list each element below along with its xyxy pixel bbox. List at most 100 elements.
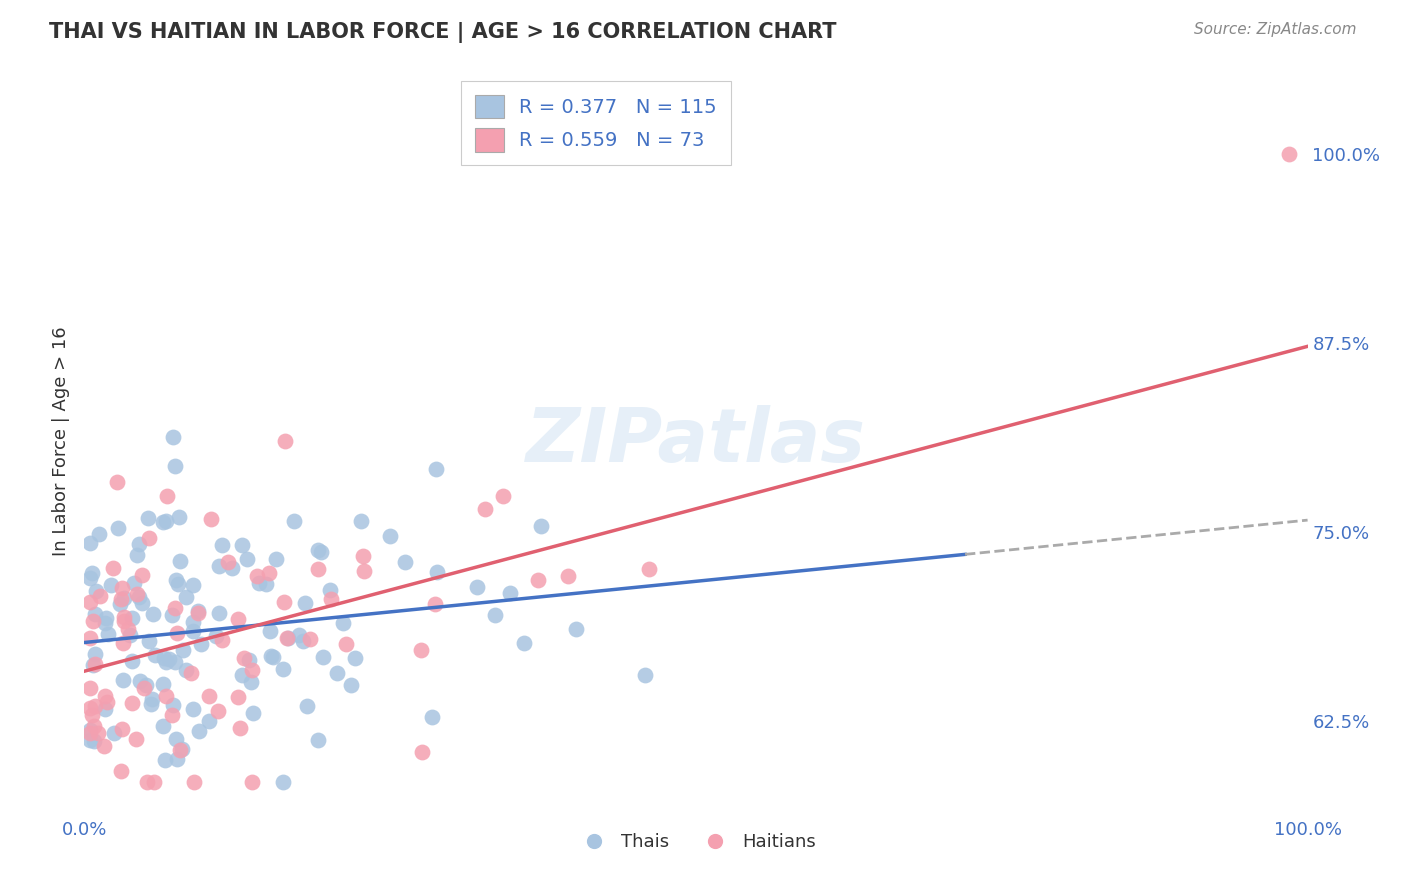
Point bbox=[82, 707, 104, 722]
Point bbox=[254, 577, 277, 591]
Point bbox=[1278, 147, 1301, 161]
Point bbox=[298, 632, 321, 646]
Point bbox=[187, 604, 209, 618]
Point bbox=[238, 653, 260, 667]
Point bbox=[97, 627, 120, 641]
Point bbox=[394, 555, 416, 569]
Point bbox=[79, 723, 101, 737]
Point bbox=[633, 667, 655, 681]
Point bbox=[235, 552, 257, 566]
Point bbox=[513, 636, 536, 650]
Point bbox=[474, 501, 496, 516]
Point bbox=[84, 699, 107, 714]
Point bbox=[83, 719, 105, 733]
Point bbox=[143, 774, 166, 789]
Point bbox=[274, 434, 297, 449]
Point bbox=[180, 666, 202, 681]
Point bbox=[155, 689, 177, 703]
Point bbox=[295, 698, 318, 713]
Point bbox=[162, 708, 184, 723]
Point bbox=[527, 573, 550, 587]
Point bbox=[79, 536, 101, 550]
Y-axis label: In Labor Force | Age > 16: In Labor Force | Age > 16 bbox=[52, 326, 70, 557]
Point bbox=[332, 615, 354, 630]
Point bbox=[138, 633, 160, 648]
Point bbox=[283, 514, 305, 528]
Point bbox=[141, 692, 163, 706]
Point bbox=[226, 690, 249, 704]
Point bbox=[122, 575, 145, 590]
Text: Source: ZipAtlas.com: Source: ZipAtlas.com bbox=[1194, 22, 1357, 37]
Point bbox=[294, 596, 316, 610]
Point bbox=[94, 615, 117, 630]
Point bbox=[638, 562, 661, 576]
Point bbox=[198, 714, 221, 728]
Point bbox=[211, 632, 233, 647]
Point bbox=[262, 650, 284, 665]
Point bbox=[259, 624, 281, 639]
Point bbox=[307, 562, 329, 576]
Point bbox=[128, 674, 150, 689]
Point bbox=[162, 698, 184, 712]
Point bbox=[112, 591, 135, 606]
Point bbox=[93, 739, 115, 753]
Point bbox=[217, 555, 239, 569]
Point bbox=[143, 648, 166, 662]
Point bbox=[200, 512, 222, 526]
Point bbox=[187, 607, 209, 621]
Point bbox=[288, 628, 311, 642]
Point bbox=[211, 538, 233, 552]
Point bbox=[426, 566, 449, 580]
Point bbox=[125, 731, 148, 746]
Point bbox=[82, 566, 104, 580]
Point bbox=[79, 701, 101, 715]
Point bbox=[153, 651, 176, 665]
Point bbox=[557, 569, 579, 583]
Point bbox=[240, 675, 263, 690]
Point bbox=[96, 695, 118, 709]
Point bbox=[125, 548, 148, 562]
Point bbox=[112, 614, 135, 628]
Point bbox=[257, 566, 280, 580]
Point bbox=[83, 733, 105, 747]
Point bbox=[152, 516, 174, 530]
Point bbox=[132, 681, 155, 696]
Point bbox=[94, 610, 117, 624]
Point bbox=[155, 514, 177, 528]
Point bbox=[326, 666, 349, 681]
Point bbox=[103, 726, 125, 740]
Point bbox=[343, 651, 366, 665]
Point bbox=[181, 578, 204, 592]
Point bbox=[152, 719, 174, 733]
Point bbox=[111, 582, 134, 596]
Point bbox=[84, 583, 107, 598]
Point bbox=[242, 706, 264, 720]
Point bbox=[82, 658, 104, 673]
Point bbox=[271, 774, 294, 789]
Point bbox=[110, 764, 132, 778]
Point bbox=[165, 600, 187, 615]
Point bbox=[226, 612, 249, 626]
Point bbox=[174, 663, 197, 677]
Point bbox=[307, 733, 329, 747]
Point bbox=[352, 549, 374, 564]
Point bbox=[170, 742, 193, 756]
Point bbox=[240, 774, 263, 789]
Point bbox=[162, 430, 184, 444]
Point bbox=[89, 589, 111, 603]
Point bbox=[111, 673, 134, 687]
Point bbox=[277, 631, 299, 645]
Point bbox=[153, 753, 176, 767]
Point bbox=[319, 583, 342, 598]
Point bbox=[167, 577, 190, 591]
Point bbox=[319, 591, 342, 606]
Point bbox=[411, 745, 433, 759]
Point bbox=[165, 573, 187, 587]
Point bbox=[101, 561, 124, 575]
Point bbox=[350, 514, 373, 528]
Point bbox=[141, 697, 163, 711]
Point bbox=[111, 636, 134, 650]
Point bbox=[110, 592, 132, 607]
Point bbox=[135, 678, 157, 692]
Point bbox=[172, 642, 194, 657]
